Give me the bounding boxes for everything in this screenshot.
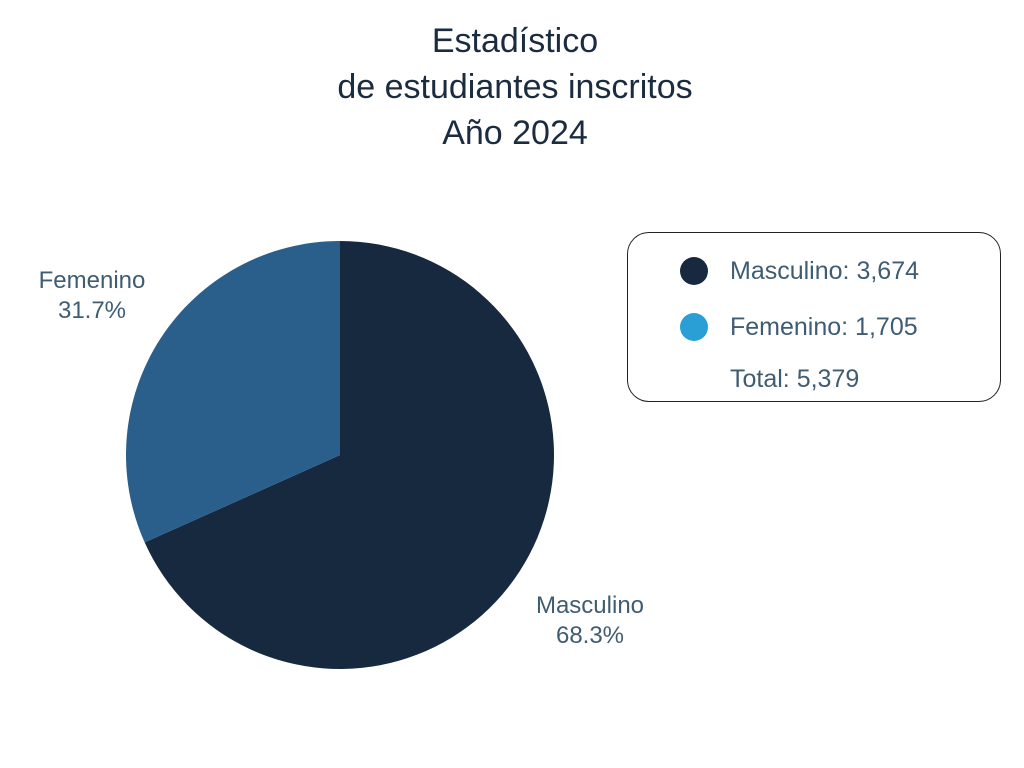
slice-label-femenino-name: Femenino [38,267,146,294]
legend-text-femenino: Femenino: 1,705 [730,313,918,341]
chart-title-line-1: Estadístico [431,22,599,60]
slice-label-masculino-percent: 68.3% [555,622,625,649]
slice-label-masculino-name: Masculino [535,592,645,619]
pie-slice-masculino [144,241,554,669]
legend-total-text: Total: 5,379 [730,365,860,393]
slice-label-masculino: Masculino 68.3% [510,591,670,651]
legend-dot-femenino-icon [680,313,708,341]
slice-label-femenino-percent: 31.7% [57,297,127,324]
pie-slice-femenino [125,240,340,543]
chart-title-line-3: Año 2024 [442,114,588,152]
chart-title-line-2: de estudiantes inscritos [337,68,693,106]
legend-dot-masculino-icon [680,257,708,285]
legend-text-masculino: Masculino: 3,674 [730,257,920,285]
chart-title: Estadístico de estudiantes inscritos Año… [0,18,1024,156]
legend: Masculino: 3,674 Femenino: 1,705 Total: … [627,232,1001,402]
slice-label-femenino: Femenino 31.7% [12,266,172,326]
